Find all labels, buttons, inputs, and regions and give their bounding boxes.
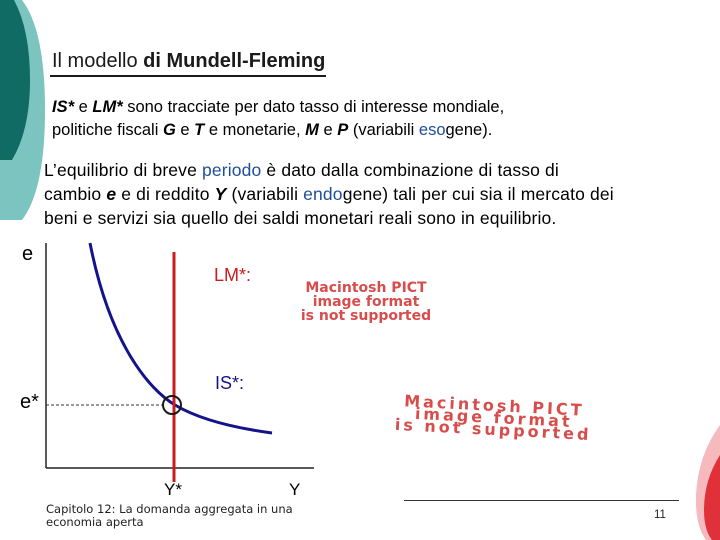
text-run: politiche fiscali	[52, 121, 163, 139]
m-term: M	[305, 121, 319, 139]
footer-rule	[404, 500, 679, 501]
text-run: cambio	[44, 184, 107, 204]
text-run: e	[318, 121, 338, 139]
t-term: T	[194, 121, 205, 139]
y-term: Y	[214, 184, 227, 204]
periodo-highlight: periodo	[201, 160, 262, 180]
g-term: G	[162, 121, 176, 139]
pict-notice-top: Macintosh PICT image format is not suppo…	[270, 281, 462, 323]
text-run: e di reddito	[116, 184, 215, 204]
text-run: gene).	[445, 121, 493, 139]
slide-title-part1: Il modello	[52, 50, 144, 72]
paragraph-2: L’equilibrio di breve periodo è dato dal…	[44, 158, 704, 230]
text-run: sono tracciate per dato tasso di interes…	[122, 98, 505, 116]
pict-line: image format	[312, 294, 420, 310]
y-star-label: Y*	[164, 480, 182, 499]
p-term: P	[337, 121, 349, 139]
text-run: L’equilibrio di breve	[44, 160, 202, 180]
lm-label: LM*:	[214, 265, 252, 285]
equilibrium-marker	[162, 395, 182, 415]
text-run: beni e servizi sia quello dei saldi mone…	[44, 208, 557, 228]
is-star-term: IS*	[52, 98, 75, 116]
title-underline	[50, 75, 326, 77]
e-term: e	[106, 184, 117, 204]
text-run: gene) tali per cui sia il mercato dei	[342, 184, 614, 204]
text-run: e	[175, 121, 195, 139]
e-star-label: e*	[20, 391, 39, 413]
lm-star-term: LM*	[92, 98, 123, 116]
text-run: e	[74, 98, 93, 116]
page-number: 11	[654, 509, 666, 521]
footer-chapter: Capitolo 12: La domanda aggregata in una…	[46, 502, 293, 529]
text-run: è dato dalla combinazione di tasso di	[261, 160, 559, 180]
slide-title-part2: di Mundell-Fleming	[143, 50, 326, 72]
is-curve	[88, 242, 273, 435]
y-axis-label: e	[22, 243, 34, 265]
slide-title: Il modello di Mundell-Fleming	[52, 50, 325, 73]
corner-decoration	[695, 425, 720, 540]
is-label: IS*:	[215, 373, 245, 393]
paragraph-1: IS* e LM* sono tracciate per dato tasso …	[52, 96, 692, 142]
pict-line: is not supported	[300, 308, 432, 324]
x-axis-label: Y	[289, 480, 301, 499]
text-run: (variabili	[348, 121, 419, 139]
text-run: (variabili	[226, 184, 304, 204]
eso-highlight: eso	[418, 121, 446, 139]
pict-line: Macintosh PICT	[305, 280, 427, 296]
text-run: e monetarie,	[204, 121, 306, 139]
endo-highlight: endo	[303, 184, 343, 204]
left-decoration	[0, 0, 45, 220]
